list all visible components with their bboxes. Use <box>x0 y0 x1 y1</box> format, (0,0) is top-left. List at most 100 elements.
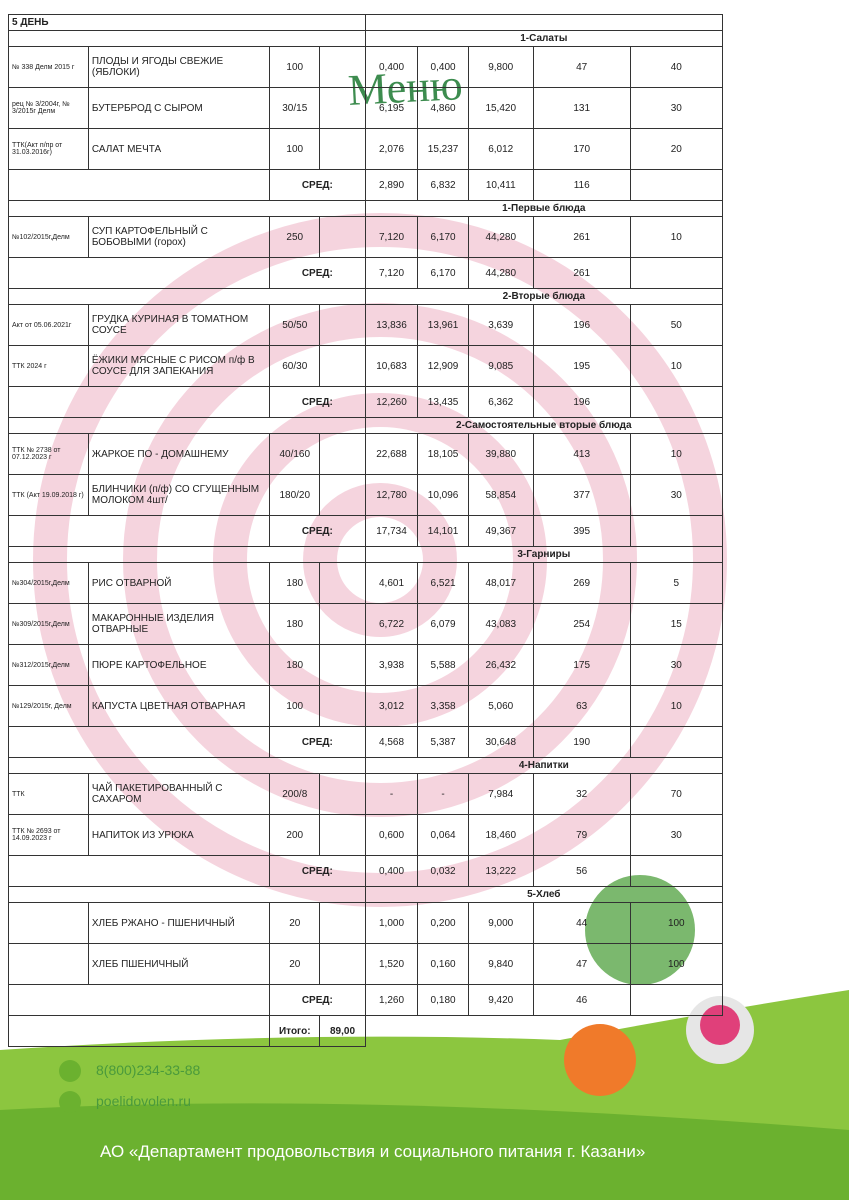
table-cell: 44,280 <box>467 216 534 258</box>
table-cell: 1,520 <box>364 943 419 985</box>
table-cell: 0,600 <box>364 814 419 856</box>
table-cell: 6,012 <box>467 128 534 170</box>
table-cell: 175 <box>532 644 631 686</box>
table-cell: 10,683 <box>364 345 419 387</box>
menu-table: 5 ДЕНЬ 1-Салаты № 338 Делм 2015 г ПЛОДЫ И Я… <box>7 14 724 1047</box>
table-cell <box>629 386 724 418</box>
table-cell: 7,120 <box>364 216 419 258</box>
table-cell: РИС ОТВАРНОЙ <box>87 562 271 604</box>
table-cell: 18,460 <box>467 814 534 856</box>
table-cell: 10 <box>629 685 724 727</box>
table-cell: 0,200 <box>417 902 469 944</box>
table-cell: 10 <box>629 345 724 387</box>
table-cell <box>365 1016 722 1047</box>
table-cell: 20 <box>629 128 724 170</box>
table-cell <box>7 169 271 201</box>
table-cell: 56 <box>532 855 631 887</box>
table-row: 5-Хлеб <box>8 886 724 903</box>
table-row: 2-Вторые блюда <box>8 288 724 305</box>
table-cell: 250 <box>269 216 321 258</box>
table-cell: 170 <box>532 128 631 170</box>
table-cell: СРЕД: <box>269 726 366 758</box>
table-cell <box>7 984 271 1016</box>
table-cell: ПЮРЕ КАРТОФЕЛЬНОЕ <box>87 644 271 686</box>
table-cell: 70 <box>629 773 724 815</box>
table-cell: 30 <box>629 644 724 686</box>
table-cell: 100 <box>269 685 321 727</box>
table-cell: - <box>364 773 419 815</box>
table-cell: 200 <box>269 814 321 856</box>
table-cell: 12,780 <box>364 474 419 516</box>
table-cell <box>319 902 366 944</box>
site: poelidovolen.ru <box>96 1093 191 1109</box>
table-cell: БЛИНЧИКИ (п/ф) СО СГУЩЕННЫМ МОЛОКОМ 4шт/ <box>87 474 271 516</box>
table-cell: 100 <box>629 943 724 985</box>
table-row: № 338 Делм 2015 г ПЛОДЫ И ЯГОДЫ СВЕЖИЕ (Я… <box>8 46 724 88</box>
table-cell: СРЕД: <box>269 169 366 201</box>
table-cell <box>8 546 366 563</box>
table-cell <box>8 902 89 944</box>
table-cell: 39,880 <box>467 433 534 475</box>
table-cell: 190 <box>532 726 631 758</box>
table-row: Итого: 89,00 <box>7 1015 723 1047</box>
table-cell <box>319 814 366 856</box>
table-cell: 10,411 <box>467 169 534 201</box>
table-cell: 100 <box>269 46 321 88</box>
table-row: ТТК № 2738 от 07.12.2023 г ЖАРКОЕ ПО - ДО… <box>8 433 724 475</box>
table-cell: 0,160 <box>417 943 469 985</box>
table-cell: 5 ДЕНЬ <box>8 14 366 31</box>
table-cell <box>7 1015 271 1047</box>
table-cell <box>319 644 366 686</box>
table-cell: 4,860 <box>417 87 469 129</box>
table-cell: 0,180 <box>417 984 469 1016</box>
table-cell <box>629 855 724 887</box>
table-row: СРЕД: 7,120 6,170 44,280 261 <box>7 257 724 289</box>
table-cell <box>7 257 271 289</box>
table-cell: 2,890 <box>364 169 419 201</box>
table-cell: ХЛЕБ РЖАНО - ПШЕНИЧНЫЙ <box>87 902 271 944</box>
table-cell: 377 <box>532 474 631 516</box>
table-cell: 4,601 <box>364 562 419 604</box>
table-cell <box>319 433 366 475</box>
table-cell: 5-Хлеб <box>364 886 724 903</box>
table-cell: №309/2015г,Делм <box>8 603 89 645</box>
table-row: №309/2015г,Делм МАКАРОННЫЕ ИЗДЕЛИЯ ОТВАРН… <box>8 603 724 645</box>
table-cell: 30,648 <box>467 726 534 758</box>
table-cell: СРЕД: <box>269 984 366 1016</box>
table-cell: ТТК № 2693 от 14.09.2023 г <box>8 814 89 856</box>
table-cell: 261 <box>532 257 631 289</box>
table-cell <box>364 14 724 31</box>
table-cell: 49,367 <box>467 515 534 547</box>
table-cell: 3,938 <box>364 644 419 686</box>
table-cell: 9,840 <box>467 943 534 985</box>
table-cell: 196 <box>532 386 631 418</box>
table-cell: Итого: <box>269 1015 321 1047</box>
table-cell: 200/8 <box>269 773 321 815</box>
table-cell: рец № 3/2004г, № 3/2015г Делм <box>8 87 89 129</box>
table-cell: 6,170 <box>417 257 469 289</box>
table-cell: 195 <box>532 345 631 387</box>
table-cell: 0,064 <box>417 814 469 856</box>
table-cell: ТТК № 2738 от 07.12.2023 г <box>8 433 89 475</box>
table-row: №312/2015г,Делм ПЮРЕ КАРТОФЕЛЬНОЕ 180 3,938… <box>8 644 724 686</box>
table-cell: 30 <box>629 87 724 129</box>
table-row: 3-Гарниры <box>8 546 724 563</box>
table-cell: НАПИТОК ИЗ УРЮКА <box>87 814 271 856</box>
table-cell: №312/2015г,Делм <box>8 644 89 686</box>
table-cell: 58,854 <box>467 474 534 516</box>
table-cell <box>319 943 366 985</box>
table-cell: САЛАТ МЕЧТА <box>87 128 271 170</box>
table-cell: 50/50 <box>269 304 321 346</box>
table-cell <box>629 515 724 547</box>
table-row: СРЕД: 1,260 0,180 9,420 46 <box>7 984 724 1016</box>
table-cell: 79 <box>532 814 631 856</box>
table-row: 2-Самостоятельные вторые блюда <box>8 417 724 434</box>
table-cell: 63 <box>532 685 631 727</box>
table-cell: 47 <box>532 46 631 88</box>
table-cell: СРЕД: <box>269 855 366 887</box>
table-cell: 116 <box>532 169 631 201</box>
table-row: 4-Напитки <box>8 757 724 774</box>
table-row: ТТК(Акт п/пр от 31.03.2016г) САЛАТ МЕЧТА 1… <box>8 128 724 170</box>
table-cell: ТТК(Акт п/пр от 31.03.2016г) <box>8 128 89 170</box>
